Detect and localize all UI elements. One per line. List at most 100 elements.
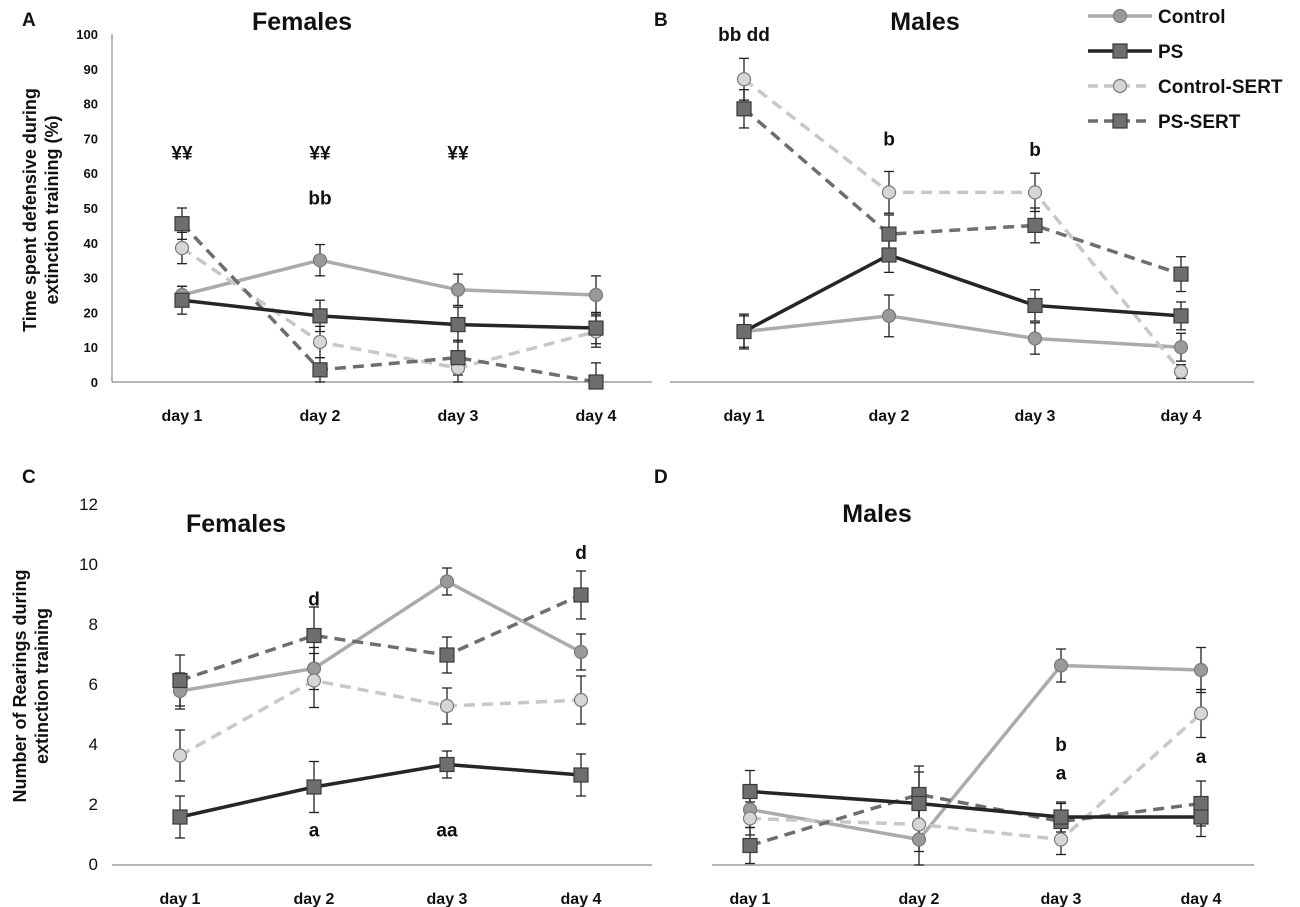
x-tick-label: day 2 — [294, 891, 335, 907]
series-line-ps-sert — [742, 107, 1182, 276]
point-ps-sert — [1027, 217, 1043, 233]
point-control-sert — [439, 698, 455, 714]
legend-marker — [1112, 43, 1128, 59]
annotation: d — [575, 543, 587, 564]
y-tick-label: 20 — [84, 305, 98, 320]
point-ps-sert — [174, 216, 190, 232]
point-control — [450, 282, 466, 297]
point-ps — [450, 316, 466, 333]
point-ps — [588, 320, 604, 336]
y-tick-label: 2 — [89, 795, 98, 814]
annotation: ¥¥ — [171, 143, 193, 164]
series-line-control-sert — [181, 246, 597, 370]
point-ps — [312, 308, 328, 324]
legend-marker — [1112, 78, 1128, 94]
point-control-sert — [1173, 364, 1189, 379]
legend: Control PS Control-SERT PS-SERT — [1088, 7, 1283, 133]
legend-label: Control-SERT — [1158, 77, 1283, 98]
annotation: a — [1196, 747, 1207, 768]
point-control — [1053, 658, 1069, 673]
x-tick-label: day 4 — [1181, 891, 1222, 907]
series-line-control-sert — [749, 712, 1203, 842]
x-tick-label: day 4 — [576, 408, 617, 425]
annotation: b — [883, 129, 895, 150]
x-tick-label: day 4 — [561, 891, 602, 907]
series-line-control-sert — [179, 678, 582, 758]
y-tick-label: 60 — [84, 166, 98, 181]
y-tick-label: 0 — [89, 855, 98, 874]
point-ps-sert — [312, 362, 328, 378]
point-ps — [911, 795, 927, 812]
legend-marker — [1112, 113, 1128, 129]
point-ps — [439, 756, 455, 773]
x-tick-label: day 4 — [1161, 408, 1202, 425]
x-tick-label: day 3 — [438, 408, 479, 425]
annotation: ¥¥ — [309, 143, 331, 164]
point-ps — [1193, 809, 1209, 825]
y-tick-label: 40 — [84, 236, 98, 251]
point-control-sert — [881, 185, 897, 200]
series-line-ps — [179, 762, 582, 819]
point-control — [881, 308, 897, 323]
y-tick-label: 0 — [91, 375, 98, 390]
x-tick-label: day 1 — [160, 891, 201, 907]
point-ps-sert — [881, 226, 897, 242]
y-tick-label: 50 — [84, 201, 98, 216]
y-tick-label: 6 — [89, 675, 98, 694]
point-ps — [573, 767, 589, 783]
point-control-sert — [736, 72, 752, 87]
annotation: a — [1056, 764, 1067, 785]
point-ps — [1053, 809, 1069, 825]
series-line-ps — [181, 298, 597, 330]
series-line-ps — [743, 253, 1182, 334]
point-ps-sert — [1193, 795, 1209, 812]
point-control — [1193, 662, 1209, 678]
x-tick-label: day 3 — [427, 891, 468, 907]
series-line-control — [743, 314, 1182, 349]
x-tick-label: day 3 — [1015, 408, 1056, 425]
annotation: bb — [308, 189, 331, 210]
point-ps-sert — [439, 647, 455, 663]
point-ps-sert — [306, 627, 322, 644]
x-tick-label: day 1 — [162, 408, 203, 425]
series-line-control — [179, 579, 582, 693]
point-ps — [172, 809, 188, 825]
chart-title: Males — [890, 8, 959, 36]
point-control-sert — [174, 240, 190, 256]
point-ps — [174, 292, 190, 308]
annotation: bb dd — [718, 25, 770, 46]
x-tick-label: day 3 — [1041, 891, 1082, 907]
point-ps-sert — [573, 587, 589, 603]
panel-letter: D — [654, 467, 668, 488]
annotation: b — [1029, 140, 1041, 161]
x-tick-label: day 1 — [724, 408, 765, 425]
y-tick-label: 30 — [84, 271, 98, 286]
point-ps-sert — [588, 374, 604, 390]
chart-title: Females — [252, 8, 352, 36]
legend-label: Control — [1158, 7, 1226, 28]
annotation: a — [309, 821, 320, 842]
y-tick-label: 10 — [79, 555, 98, 574]
panel-c: C Females 0 2 4 6 8 10 12 Number of Rearings duri… — [10, 467, 652, 907]
x-tick-label: day 1 — [730, 891, 771, 907]
x-tick-label: day 2 — [300, 408, 341, 425]
point-ps-sert — [450, 350, 466, 366]
y-tick-label: 100 — [76, 27, 98, 42]
annotation: aa — [436, 821, 458, 842]
point-ps-sert — [172, 672, 188, 689]
point-control — [312, 253, 328, 268]
point-control — [573, 644, 589, 660]
legend-label: PS-SERT — [1158, 112, 1241, 133]
series-line-control — [181, 258, 597, 297]
y-tick-label: 4 — [89, 735, 98, 754]
panel-letter: B — [654, 10, 668, 31]
series-line-ps — [749, 789, 1201, 819]
point-control — [911, 832, 927, 847]
chart-title: Females — [186, 510, 286, 538]
point-control-sert — [911, 817, 927, 832]
annotation: b — [1055, 735, 1067, 756]
point-control-sert — [742, 811, 758, 826]
point-control-sert — [573, 692, 589, 708]
